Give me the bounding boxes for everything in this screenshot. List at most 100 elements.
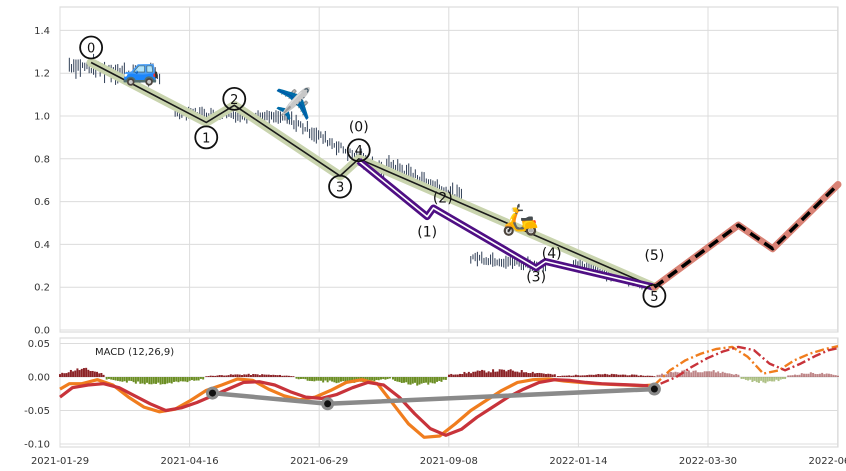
macd-histogram-bar xyxy=(218,375,221,377)
subwave-label: (1) xyxy=(417,225,437,241)
macd-histogram-bar xyxy=(608,374,611,377)
price-y-tick-label: 1.0 xyxy=(34,112,50,123)
macd-histogram-bar xyxy=(134,377,137,384)
macd-histogram-bar xyxy=(459,373,462,377)
macd-histogram-bar xyxy=(637,375,640,377)
macd-histogram-bar xyxy=(719,373,722,377)
macd-histogram-bar xyxy=(74,370,77,377)
macd-histogram-bar xyxy=(429,377,432,383)
macd-histogram-bar xyxy=(139,377,142,384)
signal-line xyxy=(59,378,649,437)
macd-histogram-bar xyxy=(207,376,210,377)
macd-histogram-bar xyxy=(503,369,506,377)
macd-histogram-bar xyxy=(651,375,654,377)
macd-histogram-bar xyxy=(816,374,819,377)
macd-histogram-bar xyxy=(179,377,182,382)
macd-histogram-bar xyxy=(193,377,196,381)
macd-histogram-bar xyxy=(509,369,512,377)
subwave-line-inner xyxy=(358,160,655,288)
macd-histogram-bar xyxy=(121,377,124,382)
wave-label-circle xyxy=(222,86,247,111)
price-y-tick-label: 0.8 xyxy=(34,154,50,165)
divergence-point xyxy=(208,389,216,397)
macd-histogram-bar xyxy=(757,377,760,383)
macd-histogram-bar xyxy=(492,369,495,377)
macd-histogram-bar xyxy=(597,373,600,377)
macd-histogram-bar xyxy=(411,377,414,384)
macd-histogram-bar xyxy=(137,377,140,382)
macd-histogram-bar xyxy=(672,372,675,377)
macd-histogram-bar xyxy=(796,374,799,377)
impulse-wave-line xyxy=(90,61,655,288)
macd-histogram-bar xyxy=(214,375,217,377)
macd-histogram-bar xyxy=(467,371,470,377)
macd-histogram-bar xyxy=(322,377,325,383)
macd-histogram-bar xyxy=(366,377,369,382)
macd-histogram-bar xyxy=(425,377,428,383)
x-tick-label: 2022-01-14 xyxy=(549,456,607,467)
macd-histogram-bar xyxy=(80,368,83,377)
macd-histogram-bar xyxy=(379,377,382,380)
macd-histogram-bar xyxy=(333,377,336,383)
macd-histogram-bar xyxy=(85,367,88,377)
projection-dashed-line xyxy=(653,183,840,289)
macd-histogram-bar xyxy=(440,377,443,382)
macd-histogram-bar xyxy=(494,371,497,377)
macd-histogram-bar xyxy=(418,377,421,385)
macd-histogram-bar xyxy=(452,374,455,377)
macd-histogram-bar xyxy=(553,374,556,377)
macd-histogram-bar xyxy=(648,375,651,377)
macd-histogram-bar xyxy=(433,377,436,384)
macd-histogram-bar xyxy=(777,377,780,382)
macd-histogram-bar xyxy=(105,377,108,380)
macd-histogram-bar xyxy=(304,377,307,380)
macd-histogram-bar xyxy=(328,377,331,381)
macd-histogram-bar xyxy=(732,374,735,377)
macd-histogram-bar xyxy=(205,376,208,377)
macd-histogram-bar xyxy=(800,373,803,377)
macd-histogram-bar xyxy=(556,376,559,377)
macd-histogram-bar xyxy=(112,377,115,381)
macd-histogram-bar xyxy=(346,377,349,382)
macd-histogram-bar xyxy=(533,373,536,377)
macd-histogram-bar xyxy=(687,370,690,377)
macd-histogram-bar xyxy=(342,377,345,382)
scooter-icon: 🛵 xyxy=(502,202,539,237)
macd-histogram-bar xyxy=(692,370,695,377)
macd-histogram-bar xyxy=(660,373,663,377)
macd-histogram-bar xyxy=(476,370,479,377)
macd-histogram-bar xyxy=(561,375,564,377)
macd-histogram-bar xyxy=(827,373,830,377)
macd-histogram-bar xyxy=(531,371,534,377)
macd-histogram-bar xyxy=(579,375,582,377)
macd-histogram-bar xyxy=(166,377,169,384)
macd-histogram-bar xyxy=(755,377,758,383)
macd-histogram-bar xyxy=(646,375,649,377)
macd-histogram-bar xyxy=(263,374,266,377)
macd-histogram-bar xyxy=(514,371,517,377)
macd-histogram-bar xyxy=(642,375,645,377)
macd-histogram-bar xyxy=(544,374,547,377)
macd-histogram-bar xyxy=(474,371,477,377)
macd-histogram-bar xyxy=(538,372,541,377)
macd-histogram-bar xyxy=(812,372,815,377)
subwave-label: (2) xyxy=(433,190,453,206)
macd-histogram-bar xyxy=(159,377,162,385)
macd-histogram-bar xyxy=(405,377,408,383)
macd-histogram-bar xyxy=(712,370,715,377)
macd-histogram-bar xyxy=(814,373,817,377)
macd-histogram-bar xyxy=(236,374,239,377)
macd-histogram-bar xyxy=(604,373,607,377)
macd-histogram-bar xyxy=(708,371,711,377)
macd-histogram-bar xyxy=(114,377,117,381)
macd-histogram-bar xyxy=(442,377,445,380)
macd-histogram-bar xyxy=(371,377,374,381)
macd-histogram-bar xyxy=(67,372,70,377)
macd-histogram-bar xyxy=(690,372,693,377)
macd-histogram-bar xyxy=(295,377,298,379)
macd-histogram-bar xyxy=(667,372,670,377)
macd-histogram-bar xyxy=(730,374,733,377)
macd-histogram-bar xyxy=(355,377,358,381)
macd-histogram-bar xyxy=(624,374,627,377)
macd-histogram-bar xyxy=(351,377,354,382)
